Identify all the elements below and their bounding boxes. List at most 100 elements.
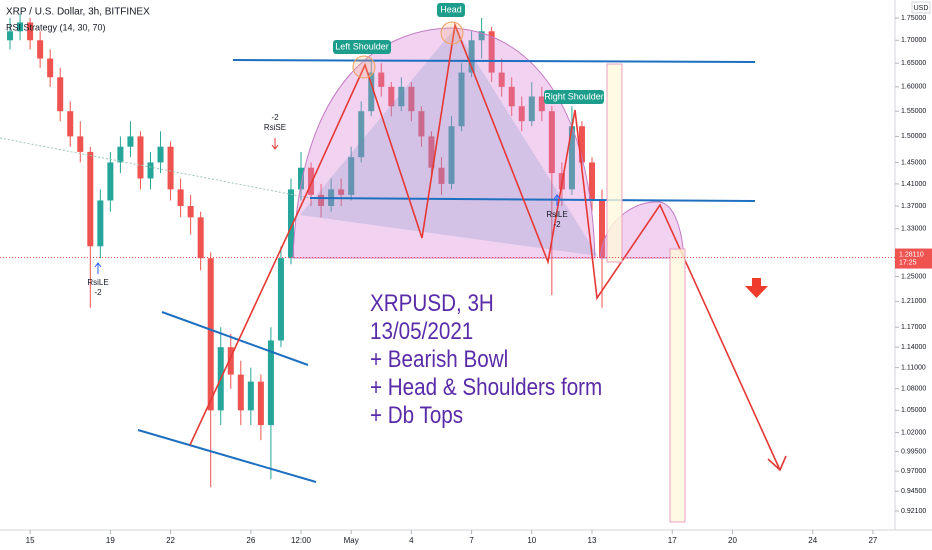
y-tick-label: 1.45000 <box>901 159 926 166</box>
x-axis-panel <box>0 530 932 550</box>
y-tick-label: 0.92100 <box>901 508 926 515</box>
candle-body <box>237 374 244 411</box>
candle-body <box>358 111 365 158</box>
candle-body <box>187 206 194 218</box>
x-tick-label: 12:00 <box>291 536 312 545</box>
y-tick-label: 1.60000 <box>901 84 926 91</box>
candle-body <box>458 72 465 127</box>
candle-body <box>428 136 435 168</box>
currency-box <box>911 1 931 14</box>
x-tick-label: 17 <box>668 536 677 545</box>
y-tick-label: 1.08000 <box>901 386 926 393</box>
down-arrow-icon <box>745 278 768 298</box>
candle-body <box>528 96 535 122</box>
signal-arrow <box>94 262 102 274</box>
signal-arrow <box>553 194 561 206</box>
y-tick-label: 1.50000 <box>901 133 926 140</box>
signal-name: RsiSE <box>264 123 286 132</box>
x-tick-label: 19 <box>106 536 115 545</box>
note-line: + Head & Shoulders form <box>370 374 602 401</box>
note-line: + Db Tops <box>370 402 463 429</box>
y-tick-label: 1.33000 <box>901 226 926 233</box>
shoulder-marker <box>352 55 376 79</box>
candle-body <box>378 72 385 87</box>
candle-body <box>67 111 74 137</box>
candle-body <box>127 136 134 147</box>
y-tick-label: 1.05000 <box>901 407 926 414</box>
candle-body <box>107 162 114 201</box>
last-price-box <box>895 248 932 269</box>
candle-body <box>588 162 595 201</box>
y-axis-panel <box>895 0 932 550</box>
candle-body <box>267 340 274 426</box>
candle-body <box>77 136 84 152</box>
candle-body <box>488 31 495 73</box>
candle-body <box>17 22 24 32</box>
candle-body <box>478 31 485 41</box>
currency: USD <box>914 5 929 12</box>
candle-body <box>87 151 94 247</box>
candle-body <box>568 126 575 190</box>
label-box <box>437 3 465 17</box>
candle-body <box>388 86 395 107</box>
candle-body <box>368 72 375 112</box>
axes: 1.75000 1.70000 1.65000 1.60000 1.55000 1.500… <box>0 15 932 545</box>
candle-body <box>548 111 555 174</box>
indicator-label: RSI Strategy (14, 30, 70) <box>6 22 106 32</box>
note-line: XRPUSD, 3H <box>370 290 494 317</box>
arrow-head <box>767 455 787 472</box>
head-marker <box>440 21 464 45</box>
pattern-label: Right Shoulder <box>544 91 604 101</box>
x-tick-label: 24 <box>808 536 817 545</box>
y-tick-label: 1.75000 <box>901 15 926 22</box>
signal-arrow <box>271 138 279 150</box>
candle-body <box>137 136 144 179</box>
candle-body <box>207 258 214 411</box>
candle-body <box>227 347 234 375</box>
candle-body <box>418 111 425 137</box>
candle-body <box>147 162 154 179</box>
candle-body <box>257 381 264 426</box>
chart-title: XRP / U.S. Dollar, 3h, BITFINEX <box>6 7 150 18</box>
candle-body <box>7 31 14 41</box>
channel-line <box>161 311 309 366</box>
candle-body <box>498 72 505 87</box>
candle-body <box>37 40 44 59</box>
zigzag-projection <box>189 21 781 471</box>
candle-body <box>57 77 64 112</box>
candle-body <box>508 86 515 107</box>
label-box <box>333 40 391 54</box>
candle-body <box>157 146 164 163</box>
x-tick-label: 13 <box>588 536 597 545</box>
note: XRPUSD, 3H 13/05/2021 + Bearish Bowl + H… <box>370 290 602 429</box>
resistance-line <box>232 59 756 63</box>
candle-body <box>398 86 405 107</box>
candle-body <box>297 167 305 190</box>
signal-qty: -2 <box>94 288 102 297</box>
x-tick-label: May <box>344 536 359 545</box>
trend-line <box>0 137 311 199</box>
y-tick-label: 0.99500 <box>901 448 926 455</box>
label-box <box>544 90 604 104</box>
candle-body <box>287 189 294 259</box>
signal-qty: -2 <box>553 220 561 229</box>
candle-body <box>338 189 345 195</box>
candle-body <box>177 189 184 207</box>
bowl <box>292 27 596 259</box>
y-tick-label: 1.41000 <box>901 181 926 188</box>
candle-body <box>468 40 475 73</box>
candle-body <box>47 58 54 78</box>
x-tick-label: 27 <box>868 536 877 545</box>
pattern-label: Head <box>440 4 462 14</box>
candle-body <box>408 86 415 112</box>
candle-body <box>308 167 315 195</box>
y-tick-label: 1.70000 <box>901 37 926 44</box>
y-tick-label: 1.55000 <box>901 108 926 115</box>
x-tick-label: 26 <box>246 536 255 545</box>
x-tick-label: 22 <box>166 536 175 545</box>
range-box <box>606 63 623 263</box>
candle-body <box>438 167 445 184</box>
candle-body <box>518 106 525 122</box>
